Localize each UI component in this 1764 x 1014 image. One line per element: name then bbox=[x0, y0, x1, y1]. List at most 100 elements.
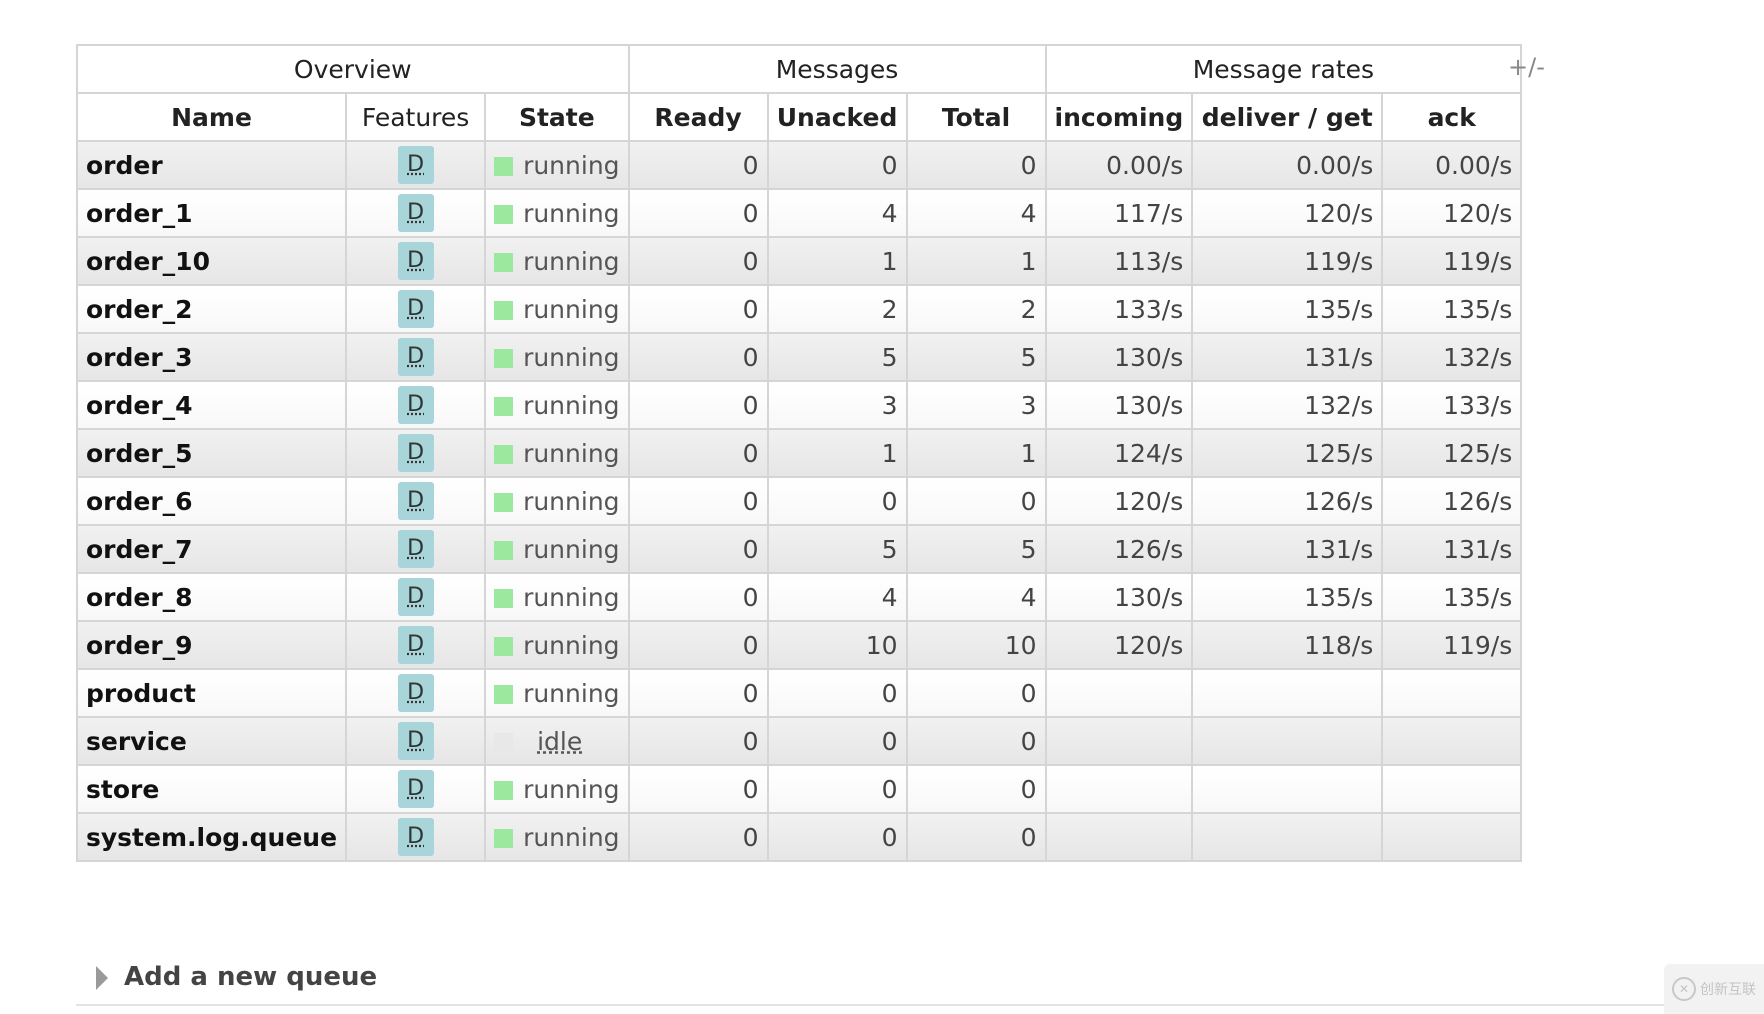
state-cell: running bbox=[484, 236, 630, 286]
state-label: running bbox=[523, 438, 620, 468]
ack-rate-cell: 119/s bbox=[1381, 620, 1523, 670]
durable-badge[interactable]: D bbox=[397, 818, 434, 856]
features-cell: D bbox=[345, 140, 487, 190]
features-cell: D bbox=[345, 428, 487, 478]
incoming-rate-cell bbox=[1044, 668, 1194, 718]
durable-badge[interactable]: D bbox=[397, 626, 434, 664]
total-cell: 0 bbox=[905, 812, 1047, 862]
ready-cell: 0 bbox=[627, 380, 769, 430]
watermark-label: 创新互联 bbox=[1700, 982, 1756, 998]
features-cell: D bbox=[345, 812, 487, 862]
total-cell: 4 bbox=[905, 188, 1047, 238]
unacked-cell: 5 bbox=[766, 524, 908, 574]
deliver-get-rate-cell: 135/s bbox=[1191, 572, 1384, 622]
state-cell: running bbox=[484, 428, 630, 478]
queue-name-link[interactable]: order_8 bbox=[75, 572, 348, 622]
state-indicator-icon bbox=[494, 732, 514, 752]
unacked-cell: 4 bbox=[766, 572, 908, 622]
unacked-cell: 2 bbox=[766, 284, 908, 334]
queue-name-link[interactable]: order_7 bbox=[75, 524, 348, 574]
state-indicator-icon bbox=[494, 540, 514, 560]
ready-cell: 0 bbox=[627, 476, 769, 526]
durable-badge[interactable]: D bbox=[397, 674, 434, 712]
durable-badge[interactable]: D bbox=[397, 386, 434, 424]
durable-badge[interactable]: D bbox=[397, 482, 434, 520]
state-cell: running bbox=[484, 332, 630, 382]
total-cell: 0 bbox=[905, 716, 1047, 766]
durable-badge[interactable]: D bbox=[397, 146, 434, 184]
ready-cell: 0 bbox=[627, 524, 769, 574]
state-label: running bbox=[523, 822, 620, 852]
ack-rate-cell bbox=[1381, 812, 1523, 862]
queue-name-link[interactable]: order_6 bbox=[75, 476, 348, 526]
state-indicator-icon bbox=[494, 396, 514, 416]
incoming-rate-cell: 130/s bbox=[1044, 380, 1194, 430]
queue-name-link[interactable]: order_2 bbox=[75, 284, 348, 334]
features-cell: D bbox=[345, 236, 487, 286]
ready-cell: 0 bbox=[627, 236, 769, 286]
ack-rate-cell: 133/s bbox=[1381, 380, 1523, 430]
features-cell: D bbox=[345, 524, 487, 574]
state-indicator-icon bbox=[494, 780, 514, 800]
ready-cell: 0 bbox=[627, 428, 769, 478]
incoming-rate-cell: 117/s bbox=[1044, 188, 1194, 238]
column-header-total[interactable]: Total bbox=[905, 92, 1047, 142]
state-indicator-icon bbox=[494, 828, 514, 848]
queue-name-link[interactable]: system.log.queue bbox=[75, 812, 348, 862]
durable-badge[interactable]: D bbox=[397, 578, 434, 616]
column-header-features[interactable]: Features bbox=[345, 92, 487, 142]
ack-rate-cell bbox=[1381, 716, 1523, 766]
column-header-incoming[interactable]: incoming bbox=[1044, 92, 1194, 142]
queue-name-link[interactable]: service bbox=[75, 716, 348, 766]
queue-name-link[interactable]: order_10 bbox=[75, 236, 348, 286]
column-header-deliver-get[interactable]: deliver / get bbox=[1191, 92, 1384, 142]
unacked-cell: 0 bbox=[766, 668, 908, 718]
durable-badge[interactable]: D bbox=[397, 530, 434, 568]
ready-cell: 0 bbox=[627, 716, 769, 766]
incoming-rate-cell bbox=[1044, 812, 1194, 862]
unacked-cell: 0 bbox=[766, 140, 908, 190]
state-label: running bbox=[523, 582, 620, 612]
column-header-ready[interactable]: Ready bbox=[627, 92, 769, 142]
queue-name-link[interactable]: store bbox=[75, 764, 348, 814]
queue-name-link[interactable]: order_5 bbox=[75, 428, 348, 478]
column-group-header: Messages bbox=[627, 44, 1047, 94]
ack-rate-cell: 135/s bbox=[1381, 572, 1523, 622]
column-header-ack[interactable]: ack bbox=[1381, 92, 1523, 142]
durable-badge[interactable]: D bbox=[397, 194, 434, 232]
column-header-state[interactable]: State bbox=[484, 92, 630, 142]
column-header-row: Name Features State Ready Unacked Total incomi… bbox=[75, 92, 1523, 142]
column-header-name[interactable]: Name bbox=[75, 92, 348, 142]
queue-name-link[interactable]: order_1 bbox=[75, 188, 348, 238]
deliver-get-rate-cell: 118/s bbox=[1191, 620, 1384, 670]
durable-badge[interactable]: D bbox=[397, 242, 434, 280]
queue-name-link[interactable]: order_4 bbox=[75, 380, 348, 430]
unacked-cell: 0 bbox=[766, 716, 908, 766]
ready-cell: 0 bbox=[627, 812, 769, 862]
durable-badge[interactable]: D bbox=[397, 338, 434, 376]
features-cell: D bbox=[345, 476, 487, 526]
watermark: ✕ 创新互联 bbox=[1664, 964, 1764, 1014]
deliver-get-rate-cell: 131/s bbox=[1191, 332, 1384, 382]
add-queue-section[interactable]: Add a new queue bbox=[76, 956, 1666, 1006]
state-label: running bbox=[523, 630, 620, 660]
durable-badge[interactable]: D bbox=[397, 770, 434, 808]
unacked-cell: 5 bbox=[766, 332, 908, 382]
durable-badge[interactable]: D bbox=[397, 290, 434, 328]
durable-badge[interactable]: D bbox=[397, 434, 434, 472]
toggle-columns-button[interactable]: +/- bbox=[1508, 53, 1545, 81]
queue-name-link[interactable]: product bbox=[75, 668, 348, 718]
durable-badge[interactable]: D bbox=[397, 722, 434, 760]
queue-name-link[interactable]: order bbox=[75, 140, 348, 190]
queue-name-link[interactable]: order_9 bbox=[75, 620, 348, 670]
queue-name-link[interactable]: order_3 bbox=[75, 332, 348, 382]
column-header-unacked[interactable]: Unacked bbox=[766, 92, 908, 142]
incoming-rate-cell: 133/s bbox=[1044, 284, 1194, 334]
deliver-get-rate-cell: 0.00/s bbox=[1191, 140, 1384, 190]
unacked-cell: 0 bbox=[766, 812, 908, 862]
